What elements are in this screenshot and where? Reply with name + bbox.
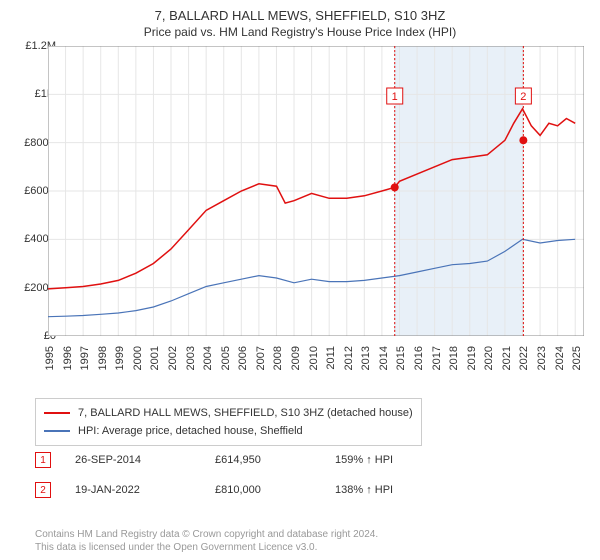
sale-marker-num: 1 bbox=[40, 455, 46, 466]
x-tick-label: 2000 bbox=[132, 346, 144, 370]
chart-container: 7, BALLARD HALL MEWS, SHEFFIELD, S10 3HZ… bbox=[0, 0, 600, 560]
x-tick-label: 2003 bbox=[185, 346, 197, 370]
x-tick-label: 1999 bbox=[114, 346, 126, 370]
x-tick-label: 2005 bbox=[220, 346, 232, 370]
x-tick-label: 2024 bbox=[554, 346, 566, 370]
x-tick-label: 1995 bbox=[44, 346, 56, 370]
x-axis-labels: 1995199619971998199920002001200220032004… bbox=[48, 342, 584, 392]
x-tick-label: 1996 bbox=[62, 346, 74, 370]
sale-price: £810,000 bbox=[215, 484, 335, 496]
sale-row: 1 26-SEP-2014 £614,950 159% ↑ HPI bbox=[35, 452, 455, 468]
x-tick-label: 2025 bbox=[571, 346, 583, 370]
x-tick-label: 2020 bbox=[483, 346, 495, 370]
x-tick-label: 2017 bbox=[431, 346, 443, 370]
sale-marker-box: 1 bbox=[35, 452, 51, 468]
x-tick-label: 2019 bbox=[466, 346, 478, 370]
legend-box: 7, BALLARD HALL MEWS, SHEFFIELD, S10 3HZ… bbox=[35, 398, 422, 446]
footer-attribution: Contains HM Land Registry data © Crown c… bbox=[35, 528, 378, 554]
x-tick-label: 2008 bbox=[272, 346, 284, 370]
legend-item: HPI: Average price, detached house, Shef… bbox=[44, 422, 413, 440]
x-tick-label: 2009 bbox=[290, 346, 302, 370]
x-tick-label: 2013 bbox=[360, 346, 372, 370]
sale-date: 19-JAN-2022 bbox=[75, 484, 215, 496]
x-tick-label: 2004 bbox=[202, 346, 214, 370]
sale-price: £614,950 bbox=[215, 454, 335, 466]
svg-text:1: 1 bbox=[392, 91, 398, 103]
x-tick-label: 2018 bbox=[448, 346, 460, 370]
x-tick-label: 2012 bbox=[343, 346, 355, 370]
page-subtitle: Price paid vs. HM Land Registry's House … bbox=[0, 23, 600, 43]
legend-label: HPI: Average price, detached house, Shef… bbox=[78, 425, 303, 437]
svg-text:2: 2 bbox=[520, 91, 526, 103]
x-tick-label: 1998 bbox=[97, 346, 109, 370]
sale-marker-box: 2 bbox=[35, 482, 51, 498]
x-tick-label: 2007 bbox=[255, 346, 267, 370]
legend-item: 7, BALLARD HALL MEWS, SHEFFIELD, S10 3HZ… bbox=[44, 404, 413, 422]
x-tick-label: 2022 bbox=[518, 346, 530, 370]
footer-line: Contains HM Land Registry data © Crown c… bbox=[35, 528, 378, 541]
x-tick-label: 2002 bbox=[167, 346, 179, 370]
x-tick-label: 1997 bbox=[79, 346, 91, 370]
page-title: 7, BALLARD HALL MEWS, SHEFFIELD, S10 3HZ bbox=[0, 0, 600, 23]
x-tick-label: 2015 bbox=[395, 346, 407, 370]
sale-marker-num: 2 bbox=[40, 485, 46, 496]
x-tick-label: 2001 bbox=[149, 346, 161, 370]
legend-label: 7, BALLARD HALL MEWS, SHEFFIELD, S10 3HZ… bbox=[78, 407, 413, 419]
footer-line: This data is licensed under the Open Gov… bbox=[35, 541, 378, 554]
x-tick-label: 2010 bbox=[308, 346, 320, 370]
sale-row: 2 19-JAN-2022 £810,000 138% ↑ HPI bbox=[35, 482, 455, 498]
sale-date: 26-SEP-2014 bbox=[75, 454, 215, 466]
x-tick-label: 2006 bbox=[237, 346, 249, 370]
x-tick-label: 2014 bbox=[378, 346, 390, 370]
x-tick-label: 2011 bbox=[325, 346, 337, 370]
price-chart: 12 bbox=[48, 46, 584, 336]
sale-pct: 138% ↑ HPI bbox=[335, 484, 455, 496]
sale-pct: 159% ↑ HPI bbox=[335, 454, 455, 466]
x-tick-label: 2021 bbox=[501, 346, 513, 370]
x-tick-label: 2023 bbox=[536, 346, 548, 370]
x-tick-label: 2016 bbox=[413, 346, 425, 370]
legend-swatch bbox=[44, 412, 70, 414]
legend-swatch bbox=[44, 430, 70, 432]
